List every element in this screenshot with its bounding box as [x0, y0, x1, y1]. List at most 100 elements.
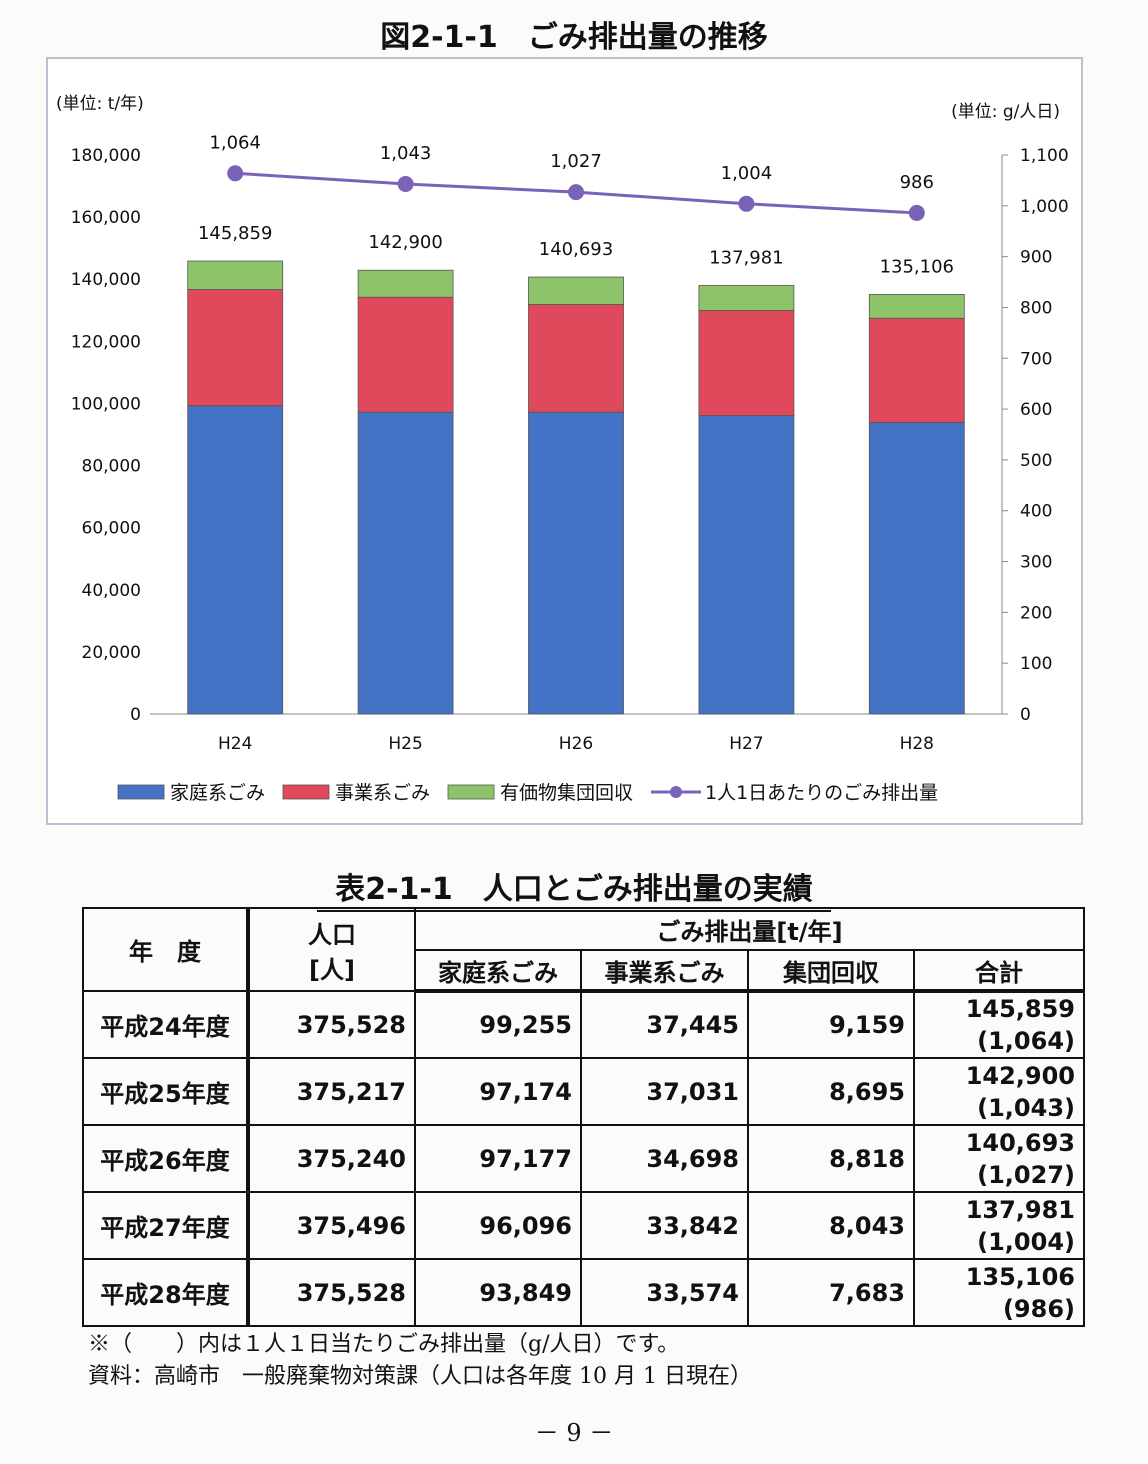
left-tick-label: 180,000 [71, 146, 141, 166]
waste-chart: (単位: t/年) (単位: g/人日) 0 20,000 40,000 60,000 80… [56, 94, 1069, 804]
cell-total-value: 137,981 [965, 1195, 1075, 1224]
right-axis-unit: (単位: g/人日) [951, 102, 1060, 122]
bar-segment-collection [698, 285, 795, 311]
cell-business: 33,574 [580, 1258, 749, 1327]
cell-per-person: (1,043) [977, 1093, 1075, 1122]
cell-year: 平成24年度 [82, 990, 250, 1059]
right-tick-label: 0 [1020, 705, 1031, 725]
x-tick-label: H25 [388, 734, 422, 754]
page-number: － 9 － [534, 1419, 614, 1447]
x-tick-label: H24 [218, 734, 252, 754]
cell-business: 37,031 [580, 1057, 749, 1126]
per-person-label: 986 [900, 172, 934, 193]
header-population-unit: [人] [309, 955, 355, 984]
right-tick-label: 900 [1020, 248, 1052, 268]
cell-total: 137,981 (1,004) [913, 1191, 1085, 1260]
legend-swatch-home [117, 784, 165, 800]
footnote: ※（ ）内は１人１日当たりごみ排出量（g/人日）です。 [88, 1332, 680, 1357]
bar-segment-business [528, 304, 624, 413]
table-row: 平成26年度 375,240 97,177 34,698 8,818 140,6… [82, 1124, 1085, 1193]
right-tick-label: 500 [1020, 451, 1052, 471]
cell-business: 34,698 [580, 1124, 749, 1193]
bar-segment-home [868, 422, 965, 715]
x-tick-label: H26 [559, 734, 593, 754]
right-tick-label: 100 [1020, 654, 1052, 674]
cell-total: 140,693 (1,027) [913, 1124, 1085, 1193]
bar-total-label: 142,900 [368, 232, 442, 253]
cell-home: 97,177 [414, 1124, 582, 1193]
bar-segment-business [698, 310, 795, 416]
per-person-point [568, 184, 584, 201]
cell-total: 145,859 (1,064) [913, 990, 1085, 1059]
left-tick-label: 100,000 [71, 394, 141, 414]
cell-per-person: (986) [1002, 1294, 1075, 1323]
bar-segment-home [357, 411, 454, 715]
x-tick-label: H28 [900, 734, 934, 754]
legend-label: 家庭系ごみ [170, 782, 265, 804]
bar-segment-business [187, 289, 284, 407]
cell-year: 平成26年度 [82, 1124, 250, 1193]
bar-segment-collection [187, 260, 284, 290]
cell-collection: 8,695 [747, 1057, 915, 1126]
bar-segment-business [868, 317, 965, 423]
cell-per-person: (1,027) [977, 1160, 1075, 1189]
legend-label: 1人1日あたりのごみ排出量 [705, 782, 938, 804]
table-row: 平成25年度 375,217 97,174 37,031 8,695 142,9… [82, 1057, 1085, 1126]
cell-business: 33,842 [580, 1191, 749, 1260]
bar-segment-home [187, 405, 284, 715]
per-person-point [738, 195, 755, 212]
cell-total: 142,900 (1,043) [913, 1057, 1085, 1126]
left-tick-label: 0 [130, 705, 141, 725]
per-person-label: 1,004 [721, 163, 773, 184]
per-person-point [908, 204, 925, 221]
chart-frame: (単位: t/年) (単位: g/人日) 0 20,000 40,000 60,000 80… [46, 57, 1083, 825]
cell-business: 37,445 [580, 990, 749, 1059]
cell-population: 375,496 [247, 1191, 416, 1260]
right-tick-label: 600 [1020, 400, 1052, 420]
bar-total-label: 140,693 [539, 239, 613, 260]
header-population-label: 人口 [308, 920, 356, 949]
legend-label: 事業系ごみ [335, 782, 430, 804]
cell-home: 99,255 [414, 990, 582, 1059]
right-tick-label: 1,000 [1020, 197, 1069, 217]
cell-total-value: 145,859 [965, 995, 1075, 1023]
left-tick-label: 160,000 [71, 208, 141, 228]
legend-label: 有価物集団回収 [500, 782, 633, 804]
per-person-point [227, 165, 244, 182]
cell-home: 93,849 [414, 1258, 582, 1327]
header-collection: 集団回収 [747, 949, 915, 993]
header-waste-group: ごみ排出量[t/年] [414, 907, 1085, 951]
table-title: 表2-1-1 人口とごみ排出量の実績 [0, 864, 1148, 912]
left-tick-label: 80,000 [82, 457, 141, 477]
bar-segment-collection [528, 276, 624, 305]
cell-per-person: (1,004) [977, 1227, 1075, 1256]
per-person-label: 1,043 [380, 143, 432, 164]
header-home: 家庭系ごみ [414, 949, 582, 993]
cell-population: 375,240 [247, 1124, 416, 1193]
cell-total-value: 140,693 [965, 1128, 1075, 1157]
header-total: 合計 [913, 949, 1085, 993]
per-person-point [397, 175, 414, 192]
table-row: 平成24年度 375,528 99,255 37,445 9,159 145,8… [82, 990, 1085, 1059]
results-table: 年 度 人口 [人] ごみ排出量[t/年] 家庭系ごみ 事業系ごみ 集団回収 合… [82, 907, 1085, 1327]
bar-segment-business [357, 296, 454, 413]
right-tick-label: 200 [1020, 603, 1052, 623]
bar-segment-home [528, 411, 624, 715]
cell-total-value: 142,900 [965, 1061, 1075, 1090]
figure-title: 図2-1-1 ごみ排出量の推移 [0, 12, 1148, 60]
cell-home: 96,096 [414, 1191, 582, 1260]
legend-swatch-collection [447, 784, 495, 800]
legend-line-marker [670, 786, 682, 798]
cell-collection: 8,818 [747, 1124, 915, 1193]
cell-total: 135,106 (986) [913, 1258, 1085, 1327]
header-year: 年 度 [82, 907, 250, 992]
bar-total-label: 137,981 [709, 247, 783, 268]
left-tick-label: 60,000 [82, 519, 141, 539]
cell-per-person: (1,064) [977, 1027, 1075, 1055]
cell-collection: 8,043 [747, 1191, 915, 1260]
source-note: 資料：高崎市 一般廃棄物対策課（人口は各年度 10 月 1 日現在） [88, 1364, 752, 1389]
right-tick-label: 400 [1020, 502, 1052, 522]
bar-segment-collection [357, 269, 454, 298]
cell-collection: 9,159 [747, 990, 915, 1059]
left-tick-label: 40,000 [82, 581, 141, 601]
